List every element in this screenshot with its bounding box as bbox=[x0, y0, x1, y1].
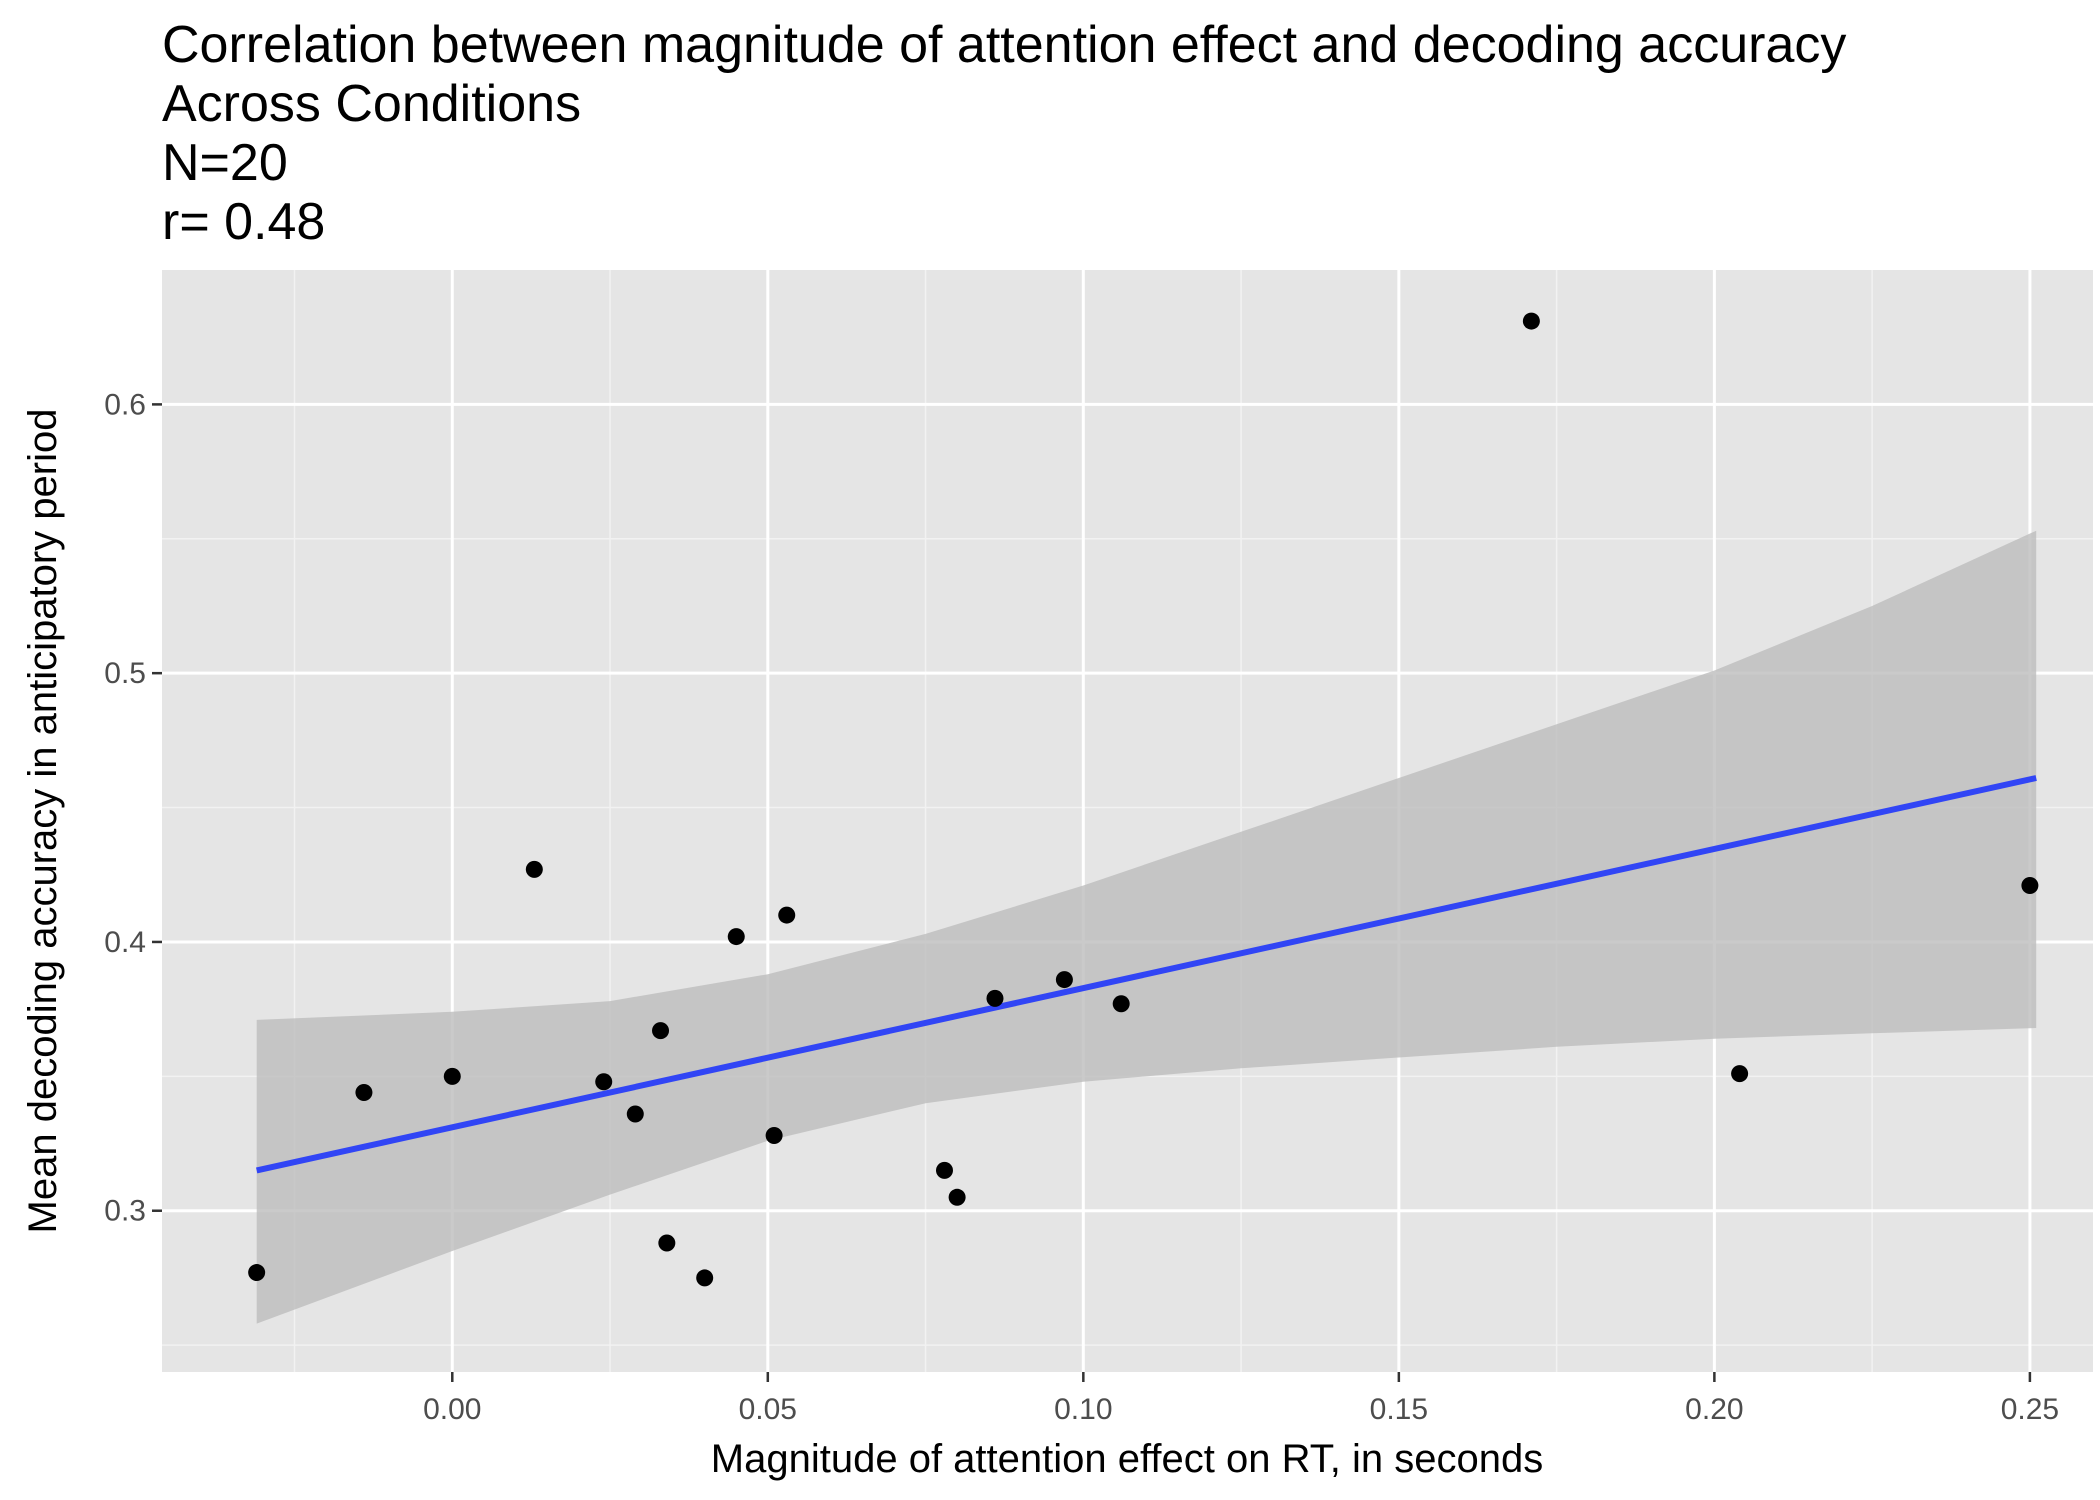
data-points bbox=[248, 312, 2039, 1287]
data-point bbox=[1055, 971, 1073, 989]
y-axis: 0.3 0.4 0.5 0.6 bbox=[104, 388, 162, 1228]
data-point bbox=[948, 1188, 966, 1206]
data-point bbox=[765, 1126, 783, 1144]
data-point bbox=[935, 1161, 953, 1179]
y-tick-label: 0.4 bbox=[104, 926, 146, 959]
data-point bbox=[626, 1105, 644, 1123]
data-point bbox=[2021, 877, 2039, 895]
title-line-3: N=20 bbox=[162, 134, 288, 192]
data-point bbox=[443, 1067, 461, 1085]
data-point bbox=[355, 1083, 373, 1101]
data-point bbox=[696, 1269, 714, 1287]
data-point bbox=[1112, 995, 1130, 1013]
data-point bbox=[1731, 1065, 1749, 1083]
x-tick-label: 0.05 bbox=[739, 1393, 797, 1426]
data-point bbox=[525, 860, 543, 878]
x-tick-label: 0.10 bbox=[1054, 1393, 1112, 1426]
regression-line bbox=[256, 775, 2037, 1174]
y-tick-label: 0.3 bbox=[104, 1195, 146, 1228]
data-point bbox=[986, 989, 1004, 1007]
x-tick-label: 0.15 bbox=[1370, 1393, 1428, 1426]
data-point bbox=[1522, 312, 1540, 330]
x-tick-label: 0.25 bbox=[2001, 1393, 2059, 1426]
y-axis-title: Mean decoding accuracy in anticipatory p… bbox=[21, 409, 65, 1234]
data-point bbox=[248, 1264, 266, 1282]
title-line-4: r= 0.48 bbox=[162, 193, 325, 251]
data-point bbox=[727, 928, 745, 946]
chart-title: Correlation between magnitude of attenti… bbox=[162, 16, 1846, 251]
data-point bbox=[778, 906, 796, 924]
confidence-band bbox=[256, 530, 2037, 1324]
x-tick-label: 0.00 bbox=[423, 1393, 481, 1426]
data-point bbox=[595, 1073, 613, 1091]
y-tick-label: 0.5 bbox=[104, 657, 146, 690]
x-axis-title: Magnitude of attention effect on RT, in … bbox=[711, 1437, 1543, 1481]
title-line-1: Correlation between magnitude of attenti… bbox=[162, 16, 1846, 74]
title-line-2: Across Conditions bbox=[162, 75, 581, 133]
data-point bbox=[658, 1234, 676, 1252]
x-tick-label: 0.20 bbox=[1685, 1393, 1743, 1426]
x-axis: 0.00 0.05 0.10 0.15 0.20 0.25 bbox=[423, 1372, 2059, 1426]
y-tick-label: 0.6 bbox=[104, 388, 146, 421]
data-point bbox=[652, 1022, 670, 1040]
